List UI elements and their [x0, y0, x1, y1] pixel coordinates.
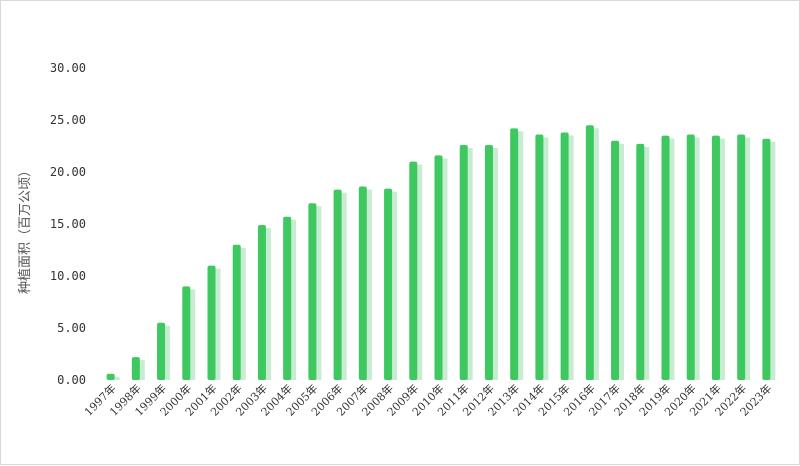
bar-shadow	[439, 158, 448, 380]
bar-shadow	[414, 164, 423, 380]
bar-shadow	[641, 146, 650, 380]
bar	[308, 203, 317, 380]
x-axis-ticks: 1997年1998年1999年2000年2001年2002年2003年2004年…	[81, 381, 774, 418]
bar	[358, 186, 367, 380]
bar	[232, 244, 241, 380]
bar-shadow	[590, 128, 599, 380]
y-tick-label: 0.00	[57, 373, 86, 387]
bar-shadow	[237, 247, 246, 380]
bar-shadow	[288, 219, 297, 380]
bar	[157, 322, 166, 380]
bar-shadow	[464, 147, 473, 380]
bar	[560, 132, 569, 380]
bar	[484, 144, 493, 380]
bar-shadow	[616, 143, 625, 380]
bar-shadow	[515, 131, 524, 380]
bar	[585, 125, 594, 380]
bar	[535, 134, 544, 380]
bar-shadow	[691, 137, 700, 380]
bar	[409, 161, 418, 380]
bar-shadow	[313, 206, 322, 380]
bar	[636, 143, 645, 380]
bars	[106, 125, 776, 380]
bar-shadow	[262, 228, 271, 380]
y-axis-label: 种植面积（百万公顷）	[18, 164, 33, 294]
bar-shadow	[540, 137, 549, 380]
bar	[661, 135, 670, 380]
y-tick-label: 10.00	[50, 269, 86, 283]
bar-shadow	[136, 360, 145, 380]
bar	[737, 134, 746, 380]
bar-shadow	[666, 138, 675, 380]
bar-shadow	[565, 135, 574, 380]
y-tick-label: 20.00	[50, 165, 86, 179]
y-tick-label: 5.00	[57, 321, 86, 335]
bar	[283, 216, 292, 380]
y-tick-label: 25.00	[50, 113, 86, 127]
bar	[257, 225, 266, 380]
bar	[182, 286, 191, 380]
bar-shadow	[767, 141, 776, 380]
bar	[333, 189, 342, 380]
bar-shadow	[111, 376, 120, 380]
bar	[611, 140, 620, 380]
bar-shadow	[212, 268, 221, 380]
y-tick-label: 15.00	[50, 217, 86, 231]
bar-shadow	[162, 325, 171, 380]
bar-shadow	[187, 289, 196, 380]
bar	[510, 128, 519, 380]
bar	[762, 138, 771, 380]
bar	[106, 373, 115, 380]
bar	[711, 135, 720, 380]
bar	[459, 144, 468, 380]
bar-shadow	[489, 147, 498, 380]
y-tick-label: 30.00	[50, 61, 86, 75]
y-axis-ticks: 0.00 5.00 10.00 15.00 20.00 25.00 30.00	[50, 61, 86, 387]
bar-shadow	[716, 138, 725, 380]
bar	[384, 188, 393, 380]
bar	[434, 155, 443, 380]
bar-shadow	[389, 191, 398, 380]
bar	[686, 134, 695, 380]
bar-shadow	[742, 137, 751, 380]
bar-shadow	[363, 189, 372, 380]
bar-shadow	[338, 192, 347, 380]
bar	[131, 357, 140, 380]
bar	[207, 265, 216, 380]
